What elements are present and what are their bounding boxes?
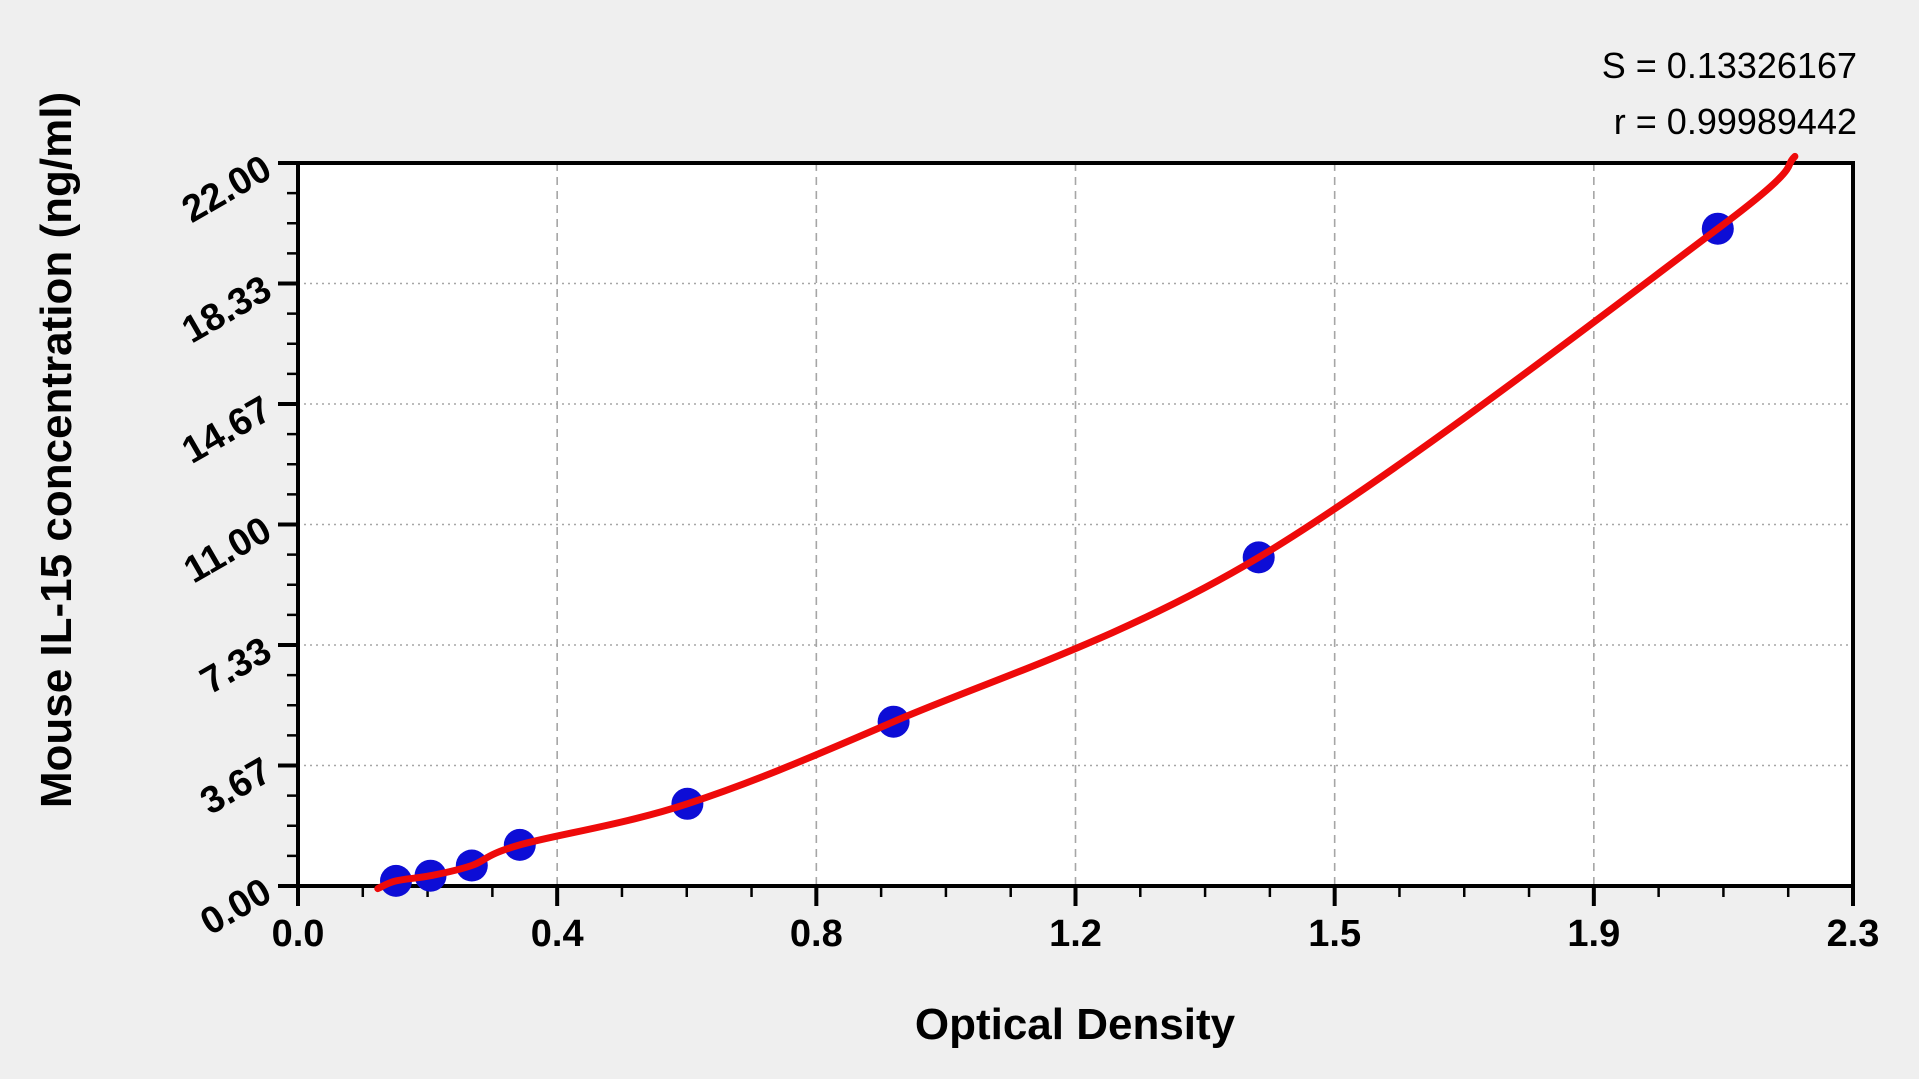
x-axis-title: Optical Density [914, 1000, 1236, 1049]
y-tick-label: 18.33 [175, 268, 278, 352]
x-tick-label: 1.5 [1308, 913, 1361, 955]
x-tick-label: 0.0 [272, 913, 325, 955]
fit-statistics: S = 0.13326167 r = 0.99989442 [1602, 38, 1857, 150]
y-tick-label: 3.67 [193, 750, 278, 823]
r-value: r = 0.99989442 [1613, 101, 1857, 142]
x-tick-label: 1.2 [1049, 913, 1102, 955]
x-tick-label: 0.4 [531, 913, 584, 955]
y-tick-label: 22.00 [175, 147, 278, 231]
y-tick-label: 14.67 [175, 388, 278, 472]
x-tick-label: 0.8 [790, 913, 843, 955]
s-value: S = 0.13326167 [1601, 45, 1857, 86]
y-tick-label: 7.33 [193, 629, 278, 702]
y-tick-label: 0.00 [193, 870, 278, 943]
y-tick-label: 11.00 [177, 509, 279, 592]
fitted-curve [374, 152, 1799, 893]
x-tick-label: 2.3 [1827, 913, 1880, 955]
x-tick-label: 1.9 [1567, 913, 1620, 955]
